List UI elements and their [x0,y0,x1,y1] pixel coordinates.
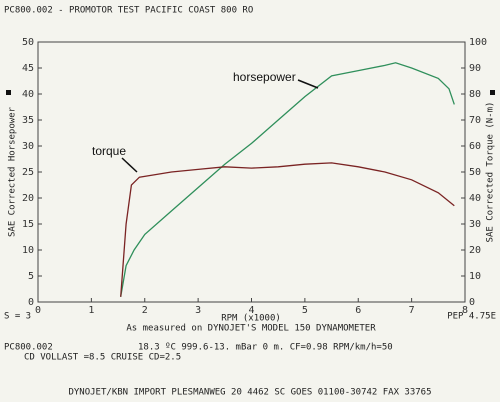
header-title: PC800.002 - PROMOTOR TEST PACIFIC COAST … [4,6,253,16]
address: DYNOJET/KBN IMPORT PLESMANWEG 20 4462 SC… [68,388,431,398]
y2-tick-label: 100 [469,37,487,48]
y2-tick-label: 50 [469,167,481,178]
x-tick-label: 6 [355,305,361,316]
measured-note: As measured on DYNOJET'S MODEL 150 DYNAM… [126,324,376,334]
y-tick-label: 10 [22,245,34,256]
y-axis-label: SAE Corrected Horsepower [8,106,18,237]
y-tick-label: 5 [28,271,34,282]
x-tick-label: 7 [409,305,415,316]
y2-tick-label: 40 [469,193,481,204]
x-tick-label: 3 [195,305,201,316]
smoothing-note: S = 3 [4,312,31,322]
y-tick-label: 0 [28,297,34,308]
y-tick-label: 25 [22,167,34,178]
version-note: PEP 4.75E [447,312,496,322]
y2-tick-label: 90 [469,63,481,74]
y2-tick-label: 70 [469,115,481,126]
y2-tick-label: 30 [469,219,481,230]
y2-tick-label: 60 [469,141,481,152]
x-tick-label: 1 [88,305,94,316]
run-id: PC800.002 [4,343,53,353]
series-line [120,162,455,297]
x-tick-label: 4 [248,305,254,316]
x-axis-label: RPM (x1000) [221,314,281,324]
y-tick-label: 35 [22,115,34,126]
y2-tick-label: 0 [469,297,475,308]
series-annotation: horsepower [233,70,296,84]
y-tick-label: 15 [22,219,34,230]
y-tick-label: 20 [22,193,34,204]
y-tick-label: 30 [22,141,34,152]
y2-axis-label: SAE Corrected Torque (N-m) [486,102,496,243]
y-tick-label: 45 [22,63,34,74]
y-tick-label: 40 [22,89,34,100]
y-tick-label: 50 [22,37,34,48]
series-annotation: torque [92,144,126,158]
annotation-pointer [121,157,138,173]
x-tick-label: 8 [462,305,468,316]
x-tick-label: 2 [142,305,148,316]
series-line [120,62,455,297]
conditions: 18.3 ºC 999.6-13. mBar 0 m. CF=0.98 RPM/… [138,343,393,353]
x-tick-label: 0 [35,305,41,316]
y2-tick-label: 20 [469,245,481,256]
y2-tick-label: 80 [469,89,481,100]
side-marker [6,90,11,95]
annotation-pointer [297,79,319,89]
side-marker [490,90,495,95]
x-tick-label: 5 [302,305,308,316]
cd-note: CD VOLLAST =8.5 CRUISE CD=2.5 [24,353,181,363]
y2-tick-label: 10 [469,271,481,282]
